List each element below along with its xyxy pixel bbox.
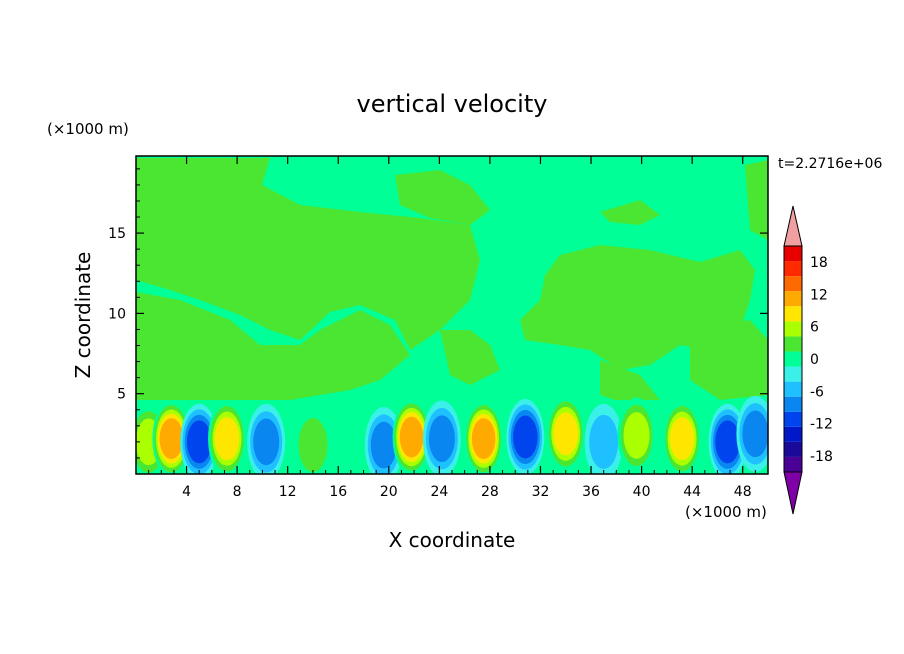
cell-13 bbox=[617, 397, 656, 474]
colorbar-band bbox=[784, 291, 802, 307]
y-axis-title: Z coordinate bbox=[71, 252, 95, 379]
x-axis-ticks: 4 8 12 16 20 24 28 32 36 40 44 48 bbox=[148, 156, 756, 500]
cell-band bbox=[553, 412, 579, 456]
colorbar-tick-label: 6 bbox=[810, 320, 819, 336]
cell-band bbox=[513, 415, 538, 459]
colorbar-band bbox=[784, 441, 802, 457]
cell-band bbox=[715, 420, 740, 464]
convective-cells bbox=[136, 395, 768, 474]
x-tick-label: 4 bbox=[182, 484, 191, 500]
colorbar-band bbox=[784, 456, 802, 472]
colorbar-band bbox=[784, 306, 802, 322]
cell-8 bbox=[422, 400, 461, 474]
x-tick-label: 24 bbox=[430, 484, 448, 500]
colorbar-band bbox=[784, 246, 802, 262]
cell-band bbox=[253, 418, 280, 466]
cell-band bbox=[669, 417, 695, 461]
colorbar-over-arrow bbox=[783, 205, 803, 247]
x-unit-label: (×1000 m) bbox=[685, 503, 767, 521]
weak-updraft-regions bbox=[136, 158, 768, 474]
cell-band bbox=[742, 410, 768, 458]
colorbar-band bbox=[784, 276, 802, 292]
colorbar-band bbox=[784, 426, 802, 442]
colorbar-band bbox=[784, 396, 802, 412]
cell-band bbox=[186, 420, 212, 464]
colorbar-band bbox=[784, 321, 802, 337]
colorbar-band bbox=[784, 366, 802, 382]
cell-1 bbox=[152, 400, 191, 474]
y-tick-label: 15 bbox=[108, 226, 126, 242]
x-tick-label: 48 bbox=[734, 484, 752, 500]
cell-16 bbox=[736, 395, 768, 472]
x-tick-label: 12 bbox=[279, 484, 297, 500]
time-label: t=2.2716e+06 bbox=[778, 156, 882, 172]
cell-6 bbox=[364, 407, 403, 474]
colorbar-tick-label: -18 bbox=[810, 449, 833, 465]
y-tick-label: 10 bbox=[108, 306, 126, 322]
cell-band bbox=[399, 416, 424, 458]
cell-7 bbox=[392, 399, 431, 474]
cell-band bbox=[214, 417, 240, 461]
cell-band bbox=[159, 418, 184, 460]
colorbar-band bbox=[784, 261, 802, 277]
cell-15 bbox=[708, 403, 747, 474]
y-unit-label: (×1000 m) bbox=[47, 120, 129, 138]
y-tick-label: 5 bbox=[117, 387, 126, 403]
x-tick-label: 8 bbox=[233, 484, 242, 500]
colorbar-band bbox=[784, 381, 802, 397]
cell-11 bbox=[546, 395, 585, 472]
cell-band bbox=[298, 418, 328, 473]
colorbar-under-arrow bbox=[783, 471, 803, 515]
cell-band bbox=[589, 414, 619, 469]
colorbar-band bbox=[784, 351, 802, 367]
colorbar-tick-label: -6 bbox=[810, 384, 824, 400]
y-axis-ticks: 5 10 15 bbox=[108, 168, 768, 459]
colorbar-tick-label: 18 bbox=[810, 255, 828, 271]
x-tick-label: 40 bbox=[633, 484, 651, 500]
x-tick-label: 32 bbox=[532, 484, 550, 500]
cell-4 bbox=[247, 403, 286, 474]
colorbar-tick-label: 0 bbox=[810, 352, 819, 368]
colorbar-frame bbox=[783, 245, 803, 473]
x-tick-label: 36 bbox=[582, 484, 600, 500]
chart-title: vertical velocity bbox=[357, 90, 548, 118]
cell-band bbox=[428, 415, 455, 462]
x-tick-label: 44 bbox=[683, 484, 701, 500]
cell-10 bbox=[506, 399, 545, 474]
cell-12 bbox=[584, 403, 623, 474]
cell-3 bbox=[208, 400, 247, 474]
colorbar: 18 12 6 0 -6 -12 -18 bbox=[783, 205, 833, 515]
cell-band bbox=[623, 412, 650, 459]
cell-band bbox=[370, 421, 397, 469]
colorbar-band bbox=[784, 411, 802, 427]
x-axis-title: X coordinate bbox=[389, 528, 516, 552]
colorbar-tick-label: 12 bbox=[810, 287, 828, 303]
x-tick-label: 20 bbox=[380, 484, 398, 500]
cell-5 bbox=[293, 407, 332, 474]
plot-area bbox=[136, 156, 768, 474]
cell-band bbox=[471, 418, 496, 460]
cell-9 bbox=[464, 400, 503, 474]
colorbar-band bbox=[784, 336, 802, 352]
x-tick-label: 28 bbox=[481, 484, 499, 500]
cell-2 bbox=[180, 403, 219, 474]
cell-14 bbox=[663, 400, 702, 474]
colorbar-tick-label: -12 bbox=[810, 417, 833, 433]
x-tick-label: 16 bbox=[329, 484, 347, 500]
